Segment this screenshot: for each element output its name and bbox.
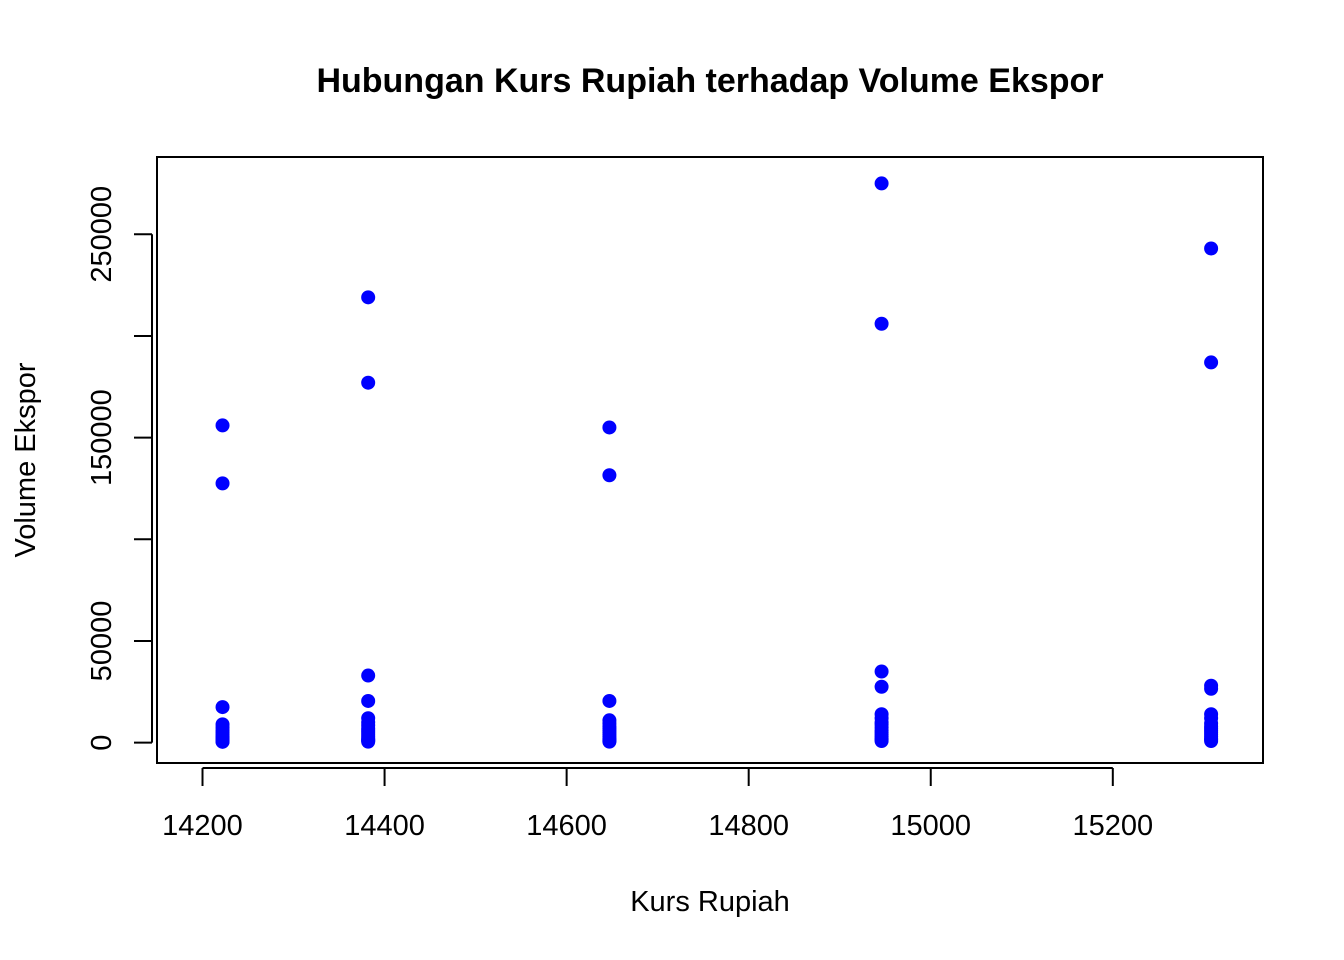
data-point [361,693,376,708]
x-tick-label: 15200 [1072,810,1153,842]
x-axis: 14200 14400 14600 14800 15000 15200 [162,767,1153,842]
x-tick-label: 15000 [890,810,971,842]
data-point [602,420,617,435]
chart-title: Hubungan Kurs Rupiah terhadap Volume Eks… [316,62,1103,100]
data-point [874,679,889,694]
y-tick-label: 250000 [86,186,118,283]
data-point [1204,355,1219,370]
y-axis: 0 50000 150000 250000 [86,186,153,751]
y-tick-label: 150000 [86,389,118,486]
data-point [874,176,889,191]
data-point [215,476,230,491]
data-point [361,375,376,390]
y-axis-label: Volume Ekspor [10,362,42,557]
x-tick-label: 14400 [344,810,425,842]
y-tick-label: 50000 [86,601,118,682]
data-point [215,418,230,433]
y-tick-label: 0 [86,735,118,751]
data-point [602,468,617,483]
x-tick-label: 14600 [526,810,607,842]
data-point [874,316,889,331]
data-point [215,734,230,749]
x-tick-label: 14800 [708,810,789,842]
data-point [874,664,889,679]
x-axis-label: Kurs Rupiah [630,886,790,918]
data-point [602,693,617,708]
data-point [1204,734,1219,749]
data-point [874,734,889,749]
x-tick-label: 14200 [162,810,243,842]
data-point [602,734,617,749]
data-point [361,290,376,305]
plot-frame [156,156,1264,764]
data-point [361,668,376,683]
data-point [1204,681,1219,696]
data-point [215,700,230,715]
data-point [1204,241,1219,256]
data-point [361,734,376,749]
data-points [215,176,1219,749]
